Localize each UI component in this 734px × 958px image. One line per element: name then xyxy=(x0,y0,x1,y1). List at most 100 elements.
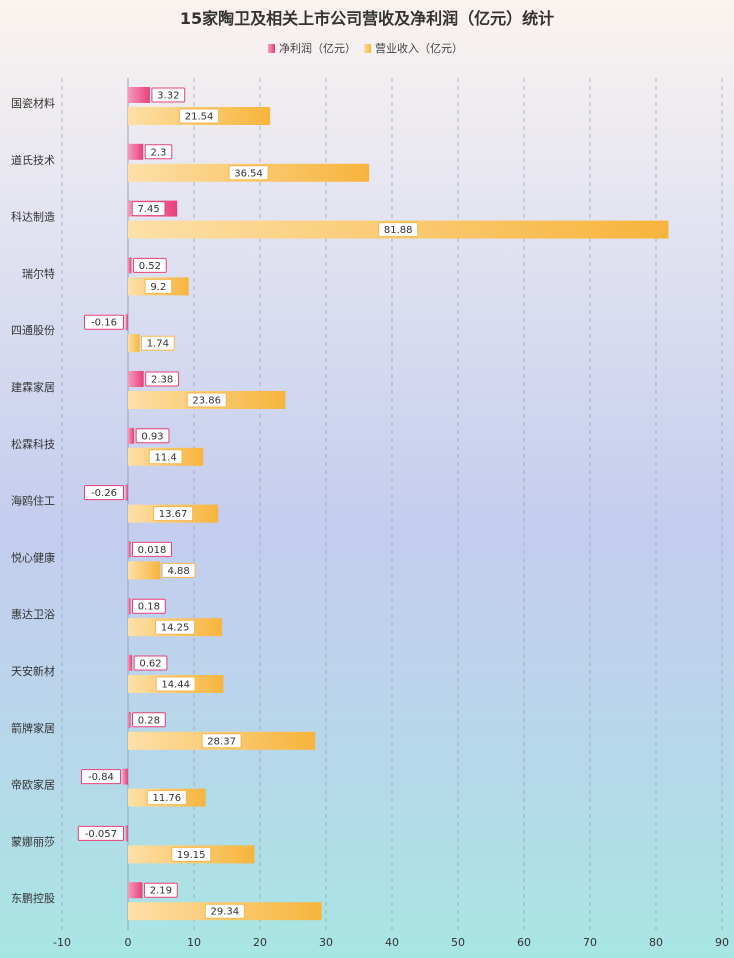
grid xyxy=(61,78,723,930)
data-label: -0.16 xyxy=(91,318,117,329)
data-label: 2.19 xyxy=(150,886,172,897)
data-label: -0.26 xyxy=(91,488,117,499)
category-label: 天安新材 xyxy=(11,664,55,678)
revenue-bar xyxy=(128,334,140,353)
data-label: 4.88 xyxy=(167,566,189,577)
bars: 3.32 21.54 2.3 36.54 7.45 81.88 0.52 9.2 -0.16 1.… xyxy=(77,87,669,921)
x-tick-label: 70 xyxy=(583,936,597,949)
data-label-box xyxy=(204,903,245,919)
category-label: 建霖家居 xyxy=(11,380,55,394)
data-label-box xyxy=(132,712,166,728)
data-label: 14.25 xyxy=(161,623,190,634)
chart-title: 15家陶卫及相关上市公司营收及净利润（亿元）统计 xyxy=(180,9,554,28)
data-label-box xyxy=(153,506,194,522)
data-label-box xyxy=(140,335,175,351)
data-label-box xyxy=(144,144,173,160)
category-label: 悦心健康 xyxy=(11,550,55,564)
data-label: 2.3 xyxy=(151,147,167,158)
data-label: 7.45 xyxy=(137,204,159,215)
data-label-box xyxy=(146,790,187,806)
data-label-box xyxy=(148,449,183,465)
category-label: 科达制造 xyxy=(11,210,55,224)
category-label: 道氏技术 xyxy=(11,153,55,167)
legend: 净利润（亿元） 营业收入（亿元） xyxy=(268,41,463,55)
data-label: 36.54 xyxy=(234,168,263,179)
profit-bar xyxy=(128,143,144,160)
data-label: 0.62 xyxy=(139,659,161,670)
category-label: 松霖科技 xyxy=(11,437,55,451)
x-tick-label: 50 xyxy=(451,936,465,949)
profit-bar xyxy=(128,541,131,558)
data-label-box xyxy=(135,428,170,444)
data-label: -0.057 xyxy=(85,829,117,840)
category-label: 帝欧家居 xyxy=(11,778,55,792)
data-label-box xyxy=(131,201,166,217)
data-label: 3.32 xyxy=(157,91,179,102)
data-label-box xyxy=(145,371,180,387)
data-label-box xyxy=(155,676,196,692)
data-label: 0.018 xyxy=(138,545,167,556)
x-tick-label: -10 xyxy=(53,936,71,949)
data-label-box xyxy=(143,882,178,898)
profit-bar xyxy=(128,882,143,899)
data-label-box xyxy=(132,541,172,557)
data-label: 0.52 xyxy=(139,261,161,272)
category-label: 惠达卫浴 xyxy=(11,607,55,621)
profit-bar xyxy=(128,427,135,444)
data-label: 29.34 xyxy=(211,907,240,918)
data-label: 0.93 xyxy=(141,431,163,442)
x-tick-label: 40 xyxy=(385,936,399,949)
category-label: 瑞尔特 xyxy=(22,266,55,280)
revenue-bar xyxy=(128,561,161,580)
profit-bar xyxy=(125,314,128,331)
data-label-box xyxy=(186,392,227,408)
category-label: 海鸥住工 xyxy=(11,494,55,508)
data-label: 13.67 xyxy=(159,509,188,520)
data-label: 0.18 xyxy=(138,602,160,613)
legend-label: 净利润（亿元） xyxy=(279,41,356,55)
profit-bar xyxy=(128,371,144,387)
data-label-box xyxy=(378,222,419,238)
data-label-box xyxy=(179,108,220,124)
data-label-box xyxy=(84,485,124,501)
category-label: 国瓷材料 xyxy=(11,96,55,110)
profit-bar xyxy=(125,825,128,842)
data-label: 0.28 xyxy=(138,715,160,726)
data-label: 9.2 xyxy=(150,282,166,293)
profit-bar xyxy=(122,768,128,785)
data-label: 23.86 xyxy=(192,396,221,407)
profit-bar xyxy=(128,87,150,103)
data-label: 19.15 xyxy=(177,850,206,861)
category-label: 四通股份 xyxy=(11,324,55,337)
data-label-box xyxy=(155,619,196,635)
data-label-box xyxy=(132,257,167,273)
data-label-box xyxy=(133,655,168,671)
profit-bar xyxy=(125,484,128,501)
data-label-box xyxy=(84,314,124,330)
category-label: 东鹏控股 xyxy=(11,891,55,905)
profit-bar xyxy=(128,655,133,671)
data-label: 2.38 xyxy=(151,375,173,386)
legend-label: 营业收入（亿元） xyxy=(375,41,463,55)
data-label-box xyxy=(171,846,212,862)
x-tick-label: 80 xyxy=(649,936,663,949)
data-label: 21.54 xyxy=(185,112,214,123)
profit-bar xyxy=(128,598,131,615)
data-label: 1.74 xyxy=(147,339,169,350)
category-label: 箭牌家居 xyxy=(11,721,55,735)
data-label: -0.84 xyxy=(88,772,114,783)
data-label: 11.4 xyxy=(154,452,176,463)
data-label-box xyxy=(151,87,186,103)
profit-bar xyxy=(128,257,132,274)
data-label: 11.76 xyxy=(152,793,181,804)
data-label: 81.88 xyxy=(384,225,413,236)
category-label: 蒙娜丽莎 xyxy=(11,834,55,848)
data-label-box xyxy=(80,769,121,785)
category-labels: 国瓷材料道氏技术科达制造瑞尔特四通股份建霖家居松霖科技海鸥住工悦心健康惠达卫浴天… xyxy=(11,96,55,905)
profit-bar xyxy=(128,711,131,728)
x-tick-label: 90 xyxy=(715,936,729,949)
data-label-box xyxy=(201,733,242,749)
x-axis-ticks: -10 0 10 20 30 40 50 60 70 80 90 xyxy=(53,936,729,949)
